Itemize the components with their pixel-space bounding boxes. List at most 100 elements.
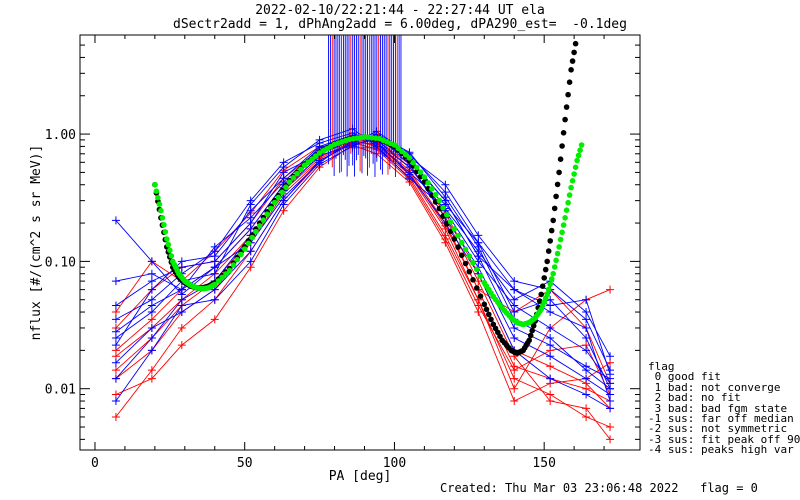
footer: Created: Thu Mar 03 23:06:48 2022 flag =… [440, 481, 758, 495]
fit-green-point [545, 286, 552, 293]
fit-green-point [275, 194, 282, 201]
red-series-point [510, 384, 519, 393]
flag-legend: flag 0 good fit 1 bad: not converge 2 ba… [648, 361, 800, 457]
legend-item: -4 sus: peaks high var [648, 443, 794, 457]
fit-black-point [545, 248, 552, 254]
red-series-point [147, 366, 156, 375]
fit-black-point [481, 301, 488, 308]
fit-green-point [414, 164, 420, 171]
red-series-line [115, 145, 611, 390]
fit-black-point [477, 293, 484, 300]
blue-series-point [582, 374, 591, 383]
blue-series-point [582, 346, 591, 355]
fit-green-point [477, 273, 484, 279]
fit-green-point [309, 156, 315, 162]
blue-series-point [546, 341, 555, 350]
red-series-point [510, 366, 519, 375]
fit-green-point [474, 266, 480, 273]
fit-green-point [290, 175, 297, 181]
blue-series-point [210, 295, 219, 304]
fit-black-point [451, 236, 458, 242]
fit-black-point [536, 298, 543, 304]
fit-green-point [444, 212, 450, 218]
fit-green-point [436, 197, 443, 204]
y-axis-label: nflux [#/(cm^2 s sr MeV)] [29, 145, 44, 341]
fit-black-point [569, 58, 576, 64]
chart-title-line1: 2022-02-10/22:21:44 - 22:27:44 UT ela [255, 3, 545, 18]
fit-green-point [417, 169, 424, 175]
blue-series-point [474, 231, 483, 240]
fit-green-point [395, 145, 402, 152]
blue-series-point [147, 285, 156, 294]
fit-black-point [559, 143, 565, 149]
fit-green-point [238, 251, 244, 258]
red-series-point [510, 374, 519, 383]
legend-item: 0 good fit [648, 370, 721, 384]
red-series-point [111, 366, 120, 375]
fit-green-point [470, 260, 476, 266]
blue-series-point [315, 135, 324, 144]
fit-curves-group [152, 40, 585, 357]
blue-series-point [210, 263, 219, 272]
blue-series-point [510, 308, 519, 317]
fit-black-point [566, 79, 573, 85]
fit-black-point [462, 260, 469, 267]
fit-green-point [168, 253, 175, 259]
blue-series-point [147, 257, 156, 266]
created-timestamp: Created: Thu Mar 03 23:06:48 2022 [440, 481, 679, 495]
fit-green-point [551, 264, 558, 270]
fit-green-point [230, 262, 237, 268]
blue-series-line [115, 135, 611, 402]
blue-series-point [474, 252, 483, 261]
red-series-point [441, 234, 450, 243]
legend-item: -2 sus: not symmetric [648, 422, 788, 436]
blue-series-point [111, 315, 120, 324]
blue-series-point [546, 323, 555, 332]
red-series-line [115, 141, 611, 402]
blue-series-point [582, 390, 591, 399]
fit-black-point [562, 116, 568, 123]
blue-series-point [147, 308, 156, 317]
fit-green-point [158, 207, 164, 214]
blue-series-point [111, 216, 120, 225]
fit-green-point [294, 170, 300, 177]
flag-value: flag = 0 [700, 481, 758, 495]
fit-black-point [529, 327, 535, 334]
red-series-point [582, 404, 591, 413]
fit-black-point [488, 316, 494, 323]
legend-item: 1 bad: not converge [648, 380, 781, 394]
blue-series-point [111, 341, 120, 350]
fit-black-point [553, 193, 559, 200]
fit-green-point [260, 217, 267, 223]
blue-series-point [582, 295, 591, 304]
legend-item: -1 sus: far off median [648, 412, 794, 426]
blue-series-point [606, 384, 615, 393]
fit-black-point [526, 337, 532, 344]
fit-green-point [391, 142, 398, 148]
fit-green-point [399, 148, 405, 155]
fit-green-point [550, 270, 556, 277]
blue-series-point [111, 397, 120, 406]
blue-series-point [279, 200, 288, 209]
blue-series-point [177, 263, 186, 272]
fit-green-point [556, 244, 562, 250]
blue-series-point [315, 160, 324, 169]
fit-green-point [155, 194, 161, 201]
red-series-point [606, 423, 615, 432]
fit-black-point [527, 332, 534, 339]
error-bar-group [328, 35, 402, 177]
fit-green-point [402, 151, 409, 158]
fit-green-point [455, 232, 461, 239]
fit-green-point [241, 246, 248, 252]
red-series-point [546, 362, 555, 371]
fit-green-point [421, 174, 428, 180]
fit-green-point [572, 164, 579, 171]
fit-green-point [156, 201, 163, 207]
blue-series-point [177, 290, 186, 299]
fit-black-point [466, 268, 473, 275]
red-series-point [177, 323, 186, 332]
fit-green-point [283, 184, 289, 190]
fit-black-point [486, 311, 492, 318]
blue-series-point [147, 269, 156, 278]
blue-series-line [115, 136, 611, 380]
